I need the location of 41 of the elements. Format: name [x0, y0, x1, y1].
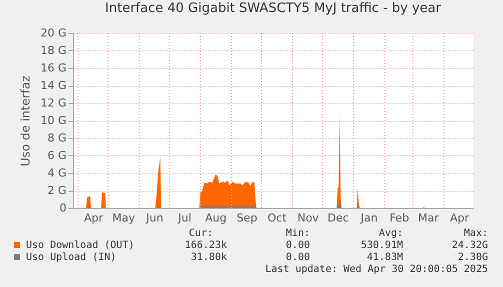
x-tick-label: Jul	[177, 212, 192, 224]
x-tick-label: Sep	[236, 212, 258, 224]
y-tick-label: 8 G	[47, 132, 66, 144]
y-tick-label: 20 G	[40, 26, 66, 40]
legend-label: Uso Download (OUT)	[26, 240, 134, 251]
y-tick-label: 16 G	[40, 62, 66, 74]
y-tick-label: 6 G	[47, 149, 66, 162]
x-tick-label: Aug	[205, 212, 227, 224]
y-tick-label: 14 G	[40, 79, 66, 92]
text: 530.91M	[360, 240, 403, 251]
x-tick-label: Feb	[390, 212, 410, 224]
text: Cur:	[188, 228, 213, 239]
text: 41.83M	[366, 252, 403, 263]
text: Last update: Wed Apr 30 20:00:05 2025	[265, 264, 488, 275]
text: 24.32G	[452, 240, 488, 251]
chart-title: Interface 40 Gigabit SWASCTY5 MyJ traffic - by year	[105, 1, 442, 16]
x-tick-label: Apr	[450, 212, 470, 224]
x-tick-label: Apr	[84, 212, 104, 224]
y-tick-label: 12 G	[40, 96, 66, 110]
x-tick-label: Jun	[145, 212, 164, 224]
text: 0.00	[286, 240, 310, 251]
y-tick-label: 0	[60, 202, 66, 214]
y-tick-label: 10 G	[40, 114, 66, 127]
y-tick-label: 4 G	[47, 166, 66, 180]
text: Avg:	[378, 228, 403, 239]
text: 166.23k	[184, 240, 227, 251]
x-tick-label: Mar	[418, 212, 440, 224]
text: Min:	[286, 228, 310, 239]
x-tick-label: Nov	[297, 212, 320, 224]
y-tick-label: 2 G	[47, 184, 66, 197]
legend-label: Uso Upload (IN)	[26, 252, 116, 263]
x-tick-label: Oct	[267, 212, 288, 224]
text: 2.30G	[458, 252, 488, 263]
y-axis-title: Uso de interfaz	[18, 76, 32, 166]
x-tick-label: May	[112, 212, 136, 224]
x-tick-label: Jan	[360, 212, 378, 224]
y-tick-label: 18 G	[40, 44, 66, 57]
text: Max:	[464, 228, 488, 239]
text: 0.00	[286, 252, 310, 263]
text: 31.80k	[190, 252, 227, 263]
x-tick-label: Dec	[328, 212, 349, 224]
